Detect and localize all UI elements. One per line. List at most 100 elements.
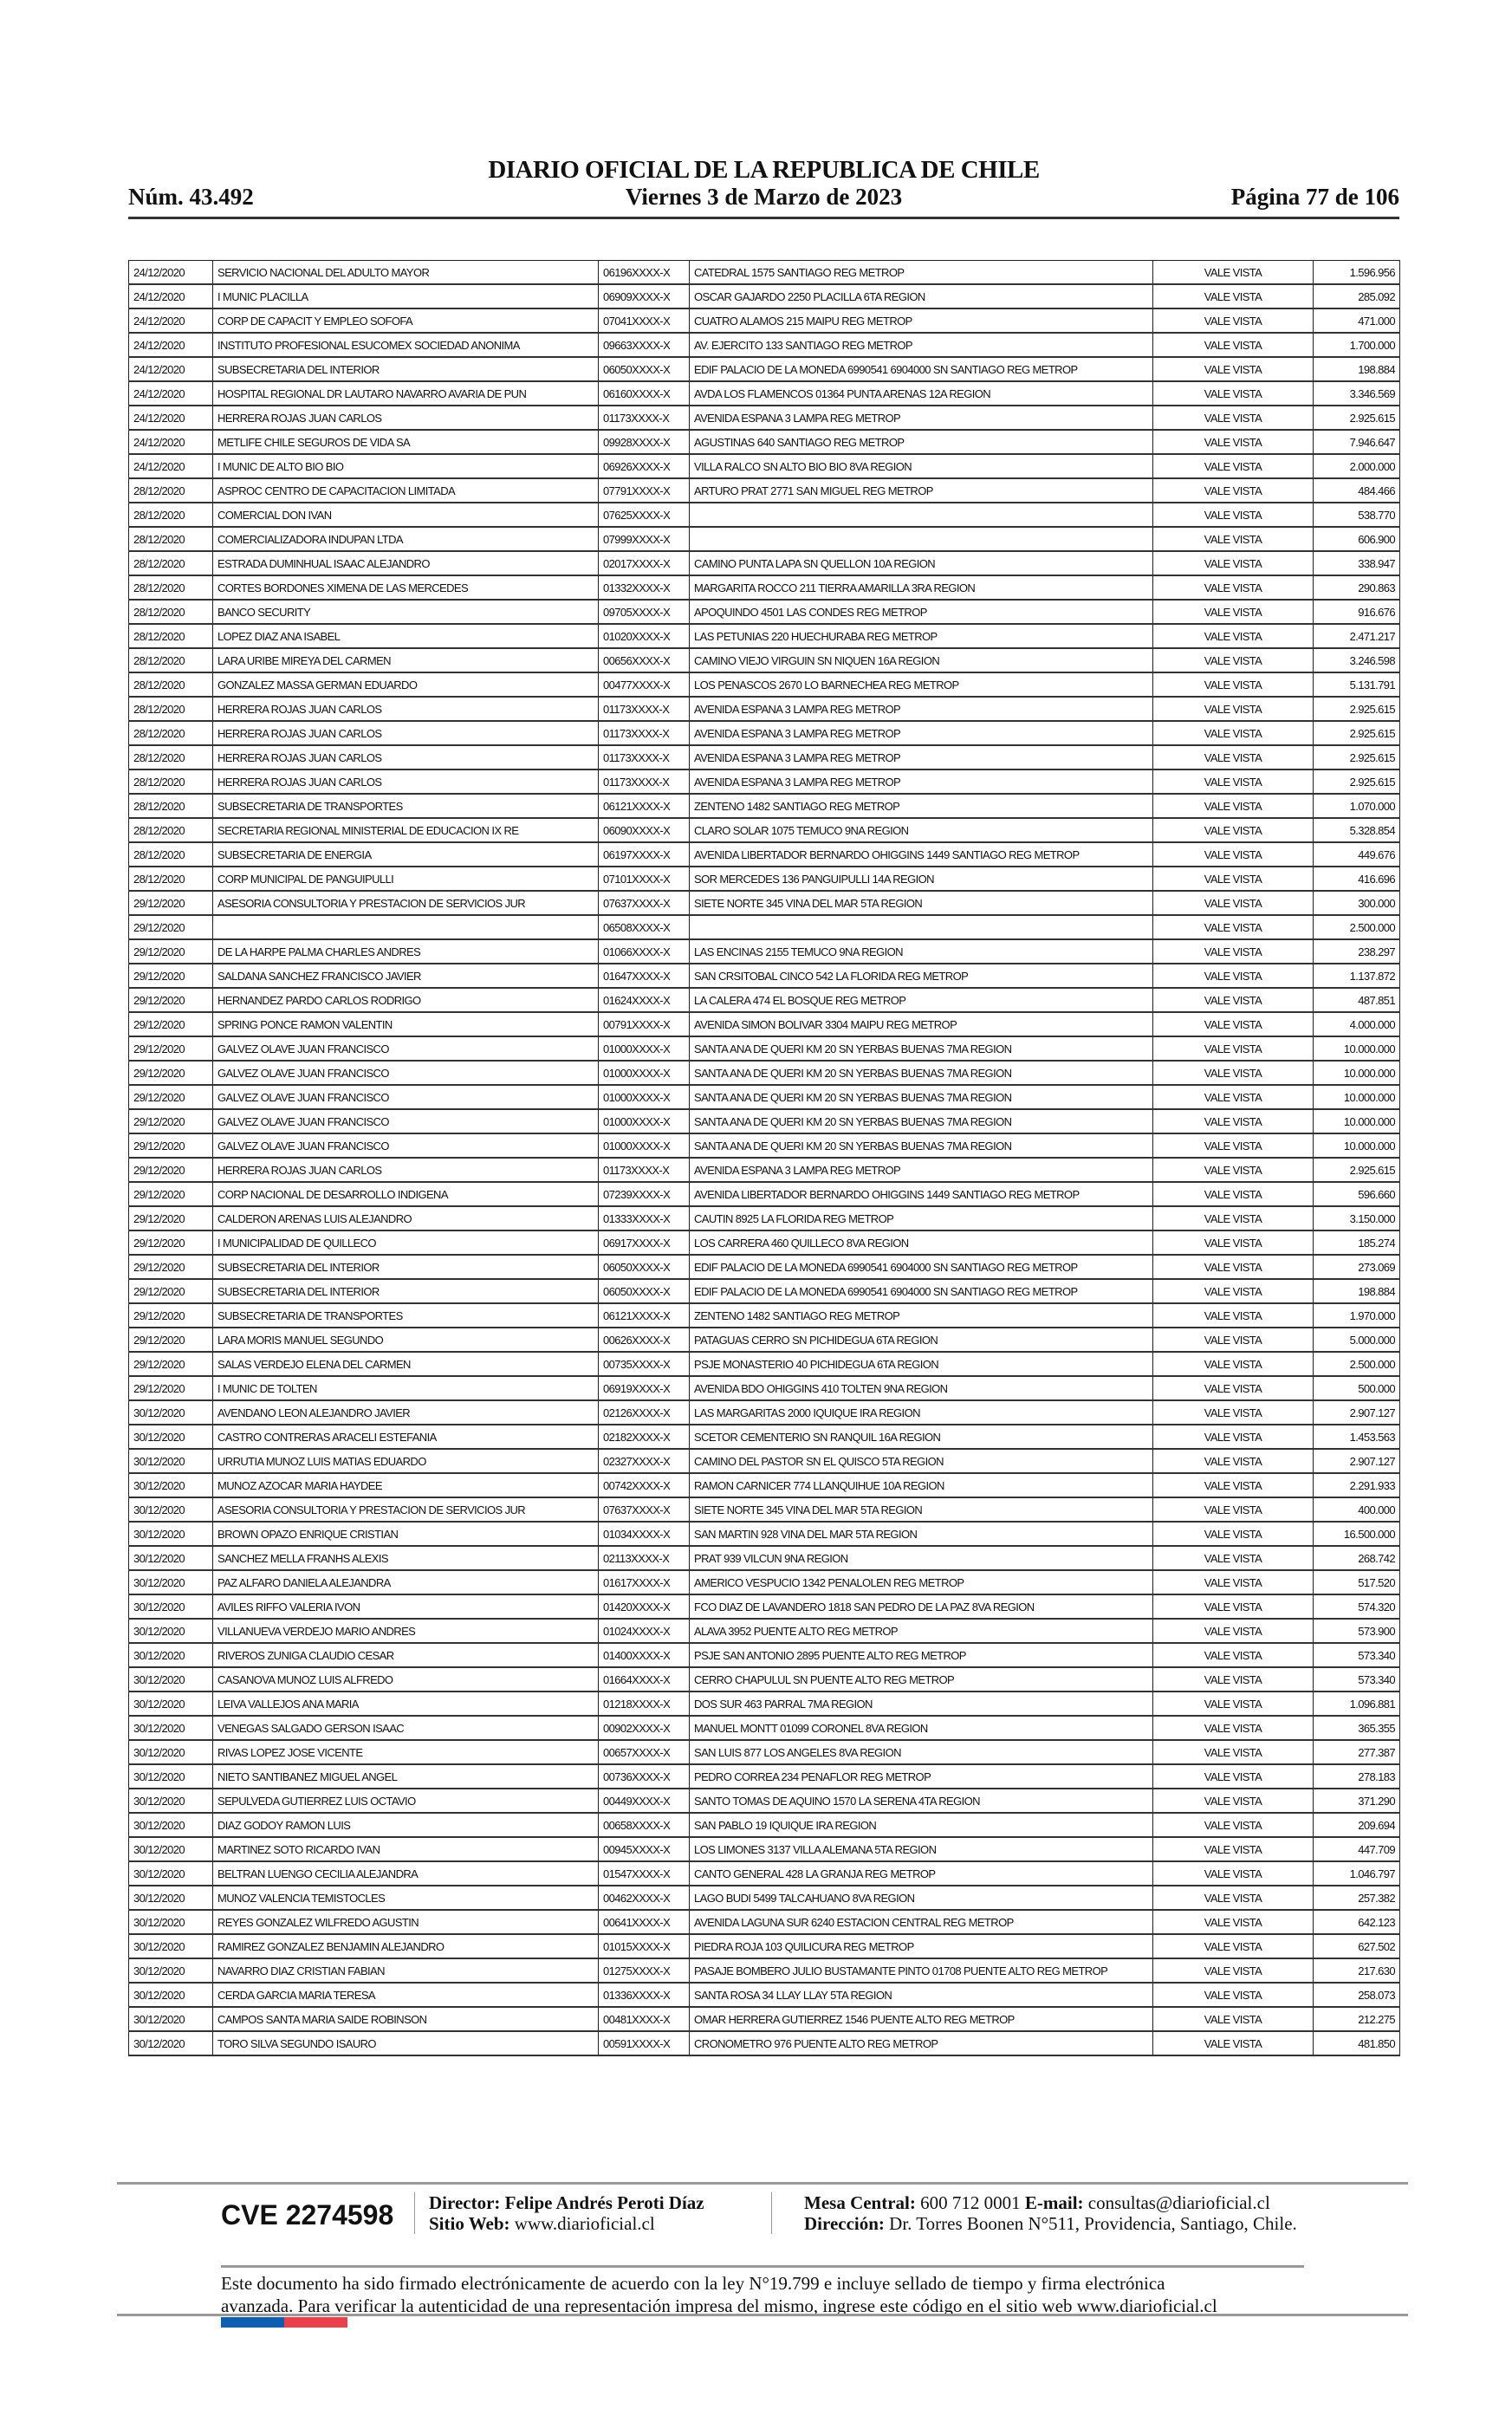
date-cell: 29/12/2020 bbox=[128, 1060, 213, 1086]
rut-cell: 01420XXXX-X bbox=[598, 1594, 690, 1620]
date-cell: 29/12/2020 bbox=[128, 1036, 213, 1062]
rut-cell: 06121XXXX-X bbox=[598, 793, 690, 819]
beneficiary-cell: HERNANDEZ PARDO CARLOS RODRIGO bbox=[212, 987, 599, 1013]
amount-cell: 627.502 bbox=[1313, 1933, 1400, 1959]
rut-cell: 00656XXXX-X bbox=[598, 647, 690, 673]
rut-cell: 06197XXXX-X bbox=[598, 841, 690, 867]
beneficiary-cell: GALVEZ OLAVE JUAN FRANCISCO bbox=[212, 1084, 599, 1110]
beneficiary-cell: SUBSECRETARIA DEL INTERIOR bbox=[212, 1254, 599, 1280]
payment-type-cell: VALE VISTA bbox=[1152, 380, 1314, 406]
beneficiary-cell: CALDERON ARENAS LUIS ALEJANDRO bbox=[212, 1205, 599, 1231]
footer-mid-divider bbox=[221, 2265, 1304, 2268]
rut-cell: 01547XXXX-X bbox=[598, 1860, 690, 1886]
date-cell: 29/12/2020 bbox=[128, 1375, 213, 1401]
address-cell: LAS ENCINAS 2155 TEMUCO 9NA REGION bbox=[689, 938, 1153, 964]
address-cell: APOQUINDO 4501 LAS CONDES REG METROP bbox=[689, 599, 1153, 625]
address-cell: CUATRO ALAMOS 215 MAIPU REG METROP bbox=[689, 308, 1153, 334]
address-cell: AVENIDA ESPANA 3 LAMPA REG METROP bbox=[689, 405, 1153, 431]
table-row: 30/12/2020 BROWN OPAZO ENRIQUE CRISTIAN 01… bbox=[128, 1521, 1400, 1547]
payment-type-cell: VALE VISTA bbox=[1152, 769, 1314, 795]
date-cell: 29/12/2020 bbox=[128, 1084, 213, 1110]
payment-type-cell: VALE VISTA bbox=[1152, 672, 1314, 698]
date-cell: 29/12/2020 bbox=[128, 1011, 213, 1037]
amount-cell: 371.290 bbox=[1313, 1788, 1400, 1814]
beneficiary-cell: HOSPITAL REGIONAL DR LAUTARO NAVARRO AVA… bbox=[212, 380, 599, 406]
amount-cell: 1.046.797 bbox=[1313, 1860, 1400, 1886]
date-cell: 28/12/2020 bbox=[128, 793, 213, 819]
rut-cell: 06909XXXX-X bbox=[598, 283, 690, 309]
table-row: 24/12/2020 HOSPITAL REGIONAL DR LAUTARO N… bbox=[128, 380, 1400, 406]
address-cell: CERRO CHAPULUL SN PUENTE ALTO REG METROP bbox=[689, 1666, 1153, 1692]
beneficiary-cell: INSTITUTO PROFESIONAL ESUCOMEX SOCIEDAD … bbox=[212, 332, 599, 358]
rut-cell: 02017XXXX-X bbox=[598, 550, 690, 576]
amount-cell: 2.925.615 bbox=[1313, 720, 1400, 746]
footer-bottom-divider bbox=[117, 2314, 1408, 2316]
address-cell: PSJE SAN ANTONIO 2895 PUENTE ALTO REG ME… bbox=[689, 1642, 1153, 1668]
amount-cell: 16.500.000 bbox=[1313, 1521, 1400, 1547]
rut-cell: 01647XXXX-X bbox=[598, 963, 690, 989]
address-cell: CLARO SOLAR 1075 TEMUCO 9NA REGION bbox=[689, 817, 1153, 843]
beneficiary-cell: GALVEZ OLAVE JUAN FRANCISCO bbox=[212, 1108, 599, 1134]
payment-type-cell: VALE VISTA bbox=[1152, 405, 1314, 431]
beneficiary-cell: PAZ ALFARO DANIELA ALEJANDRA bbox=[212, 1569, 599, 1595]
payment-type-cell: VALE VISTA bbox=[1152, 1982, 1314, 2008]
address-cell: CANTO GENERAL 428 LA GRANJA REG METROP bbox=[689, 1860, 1153, 1886]
rut-cell: 00945XXXX-X bbox=[598, 1836, 690, 1862]
amount-cell: 217.630 bbox=[1313, 1958, 1400, 1984]
beneficiary-cell: RIVEROS ZUNIGA CLAUDIO CESAR bbox=[212, 1642, 599, 1668]
amount-cell: 10.000.000 bbox=[1313, 1133, 1400, 1159]
address-cell: OMAR HERRERA GUTIERREZ 1546 PUENTE ALTO … bbox=[689, 2006, 1153, 2032]
beneficiary-cell: MUNOZ VALENCIA TEMISTOCLES bbox=[212, 1885, 599, 1911]
beneficiary-cell: LEIVA VALLEJOS ANA MARIA bbox=[212, 1691, 599, 1717]
amount-cell: 447.709 bbox=[1313, 1836, 1400, 1862]
rut-cell: 00477XXXX-X bbox=[598, 672, 690, 698]
web-link[interactable]: www.diarioficial.cl bbox=[514, 2213, 655, 2234]
amount-cell: 471.000 bbox=[1313, 308, 1400, 334]
table-row: 29/12/2020 SPRING PONCE RAMON VALENTIN 007… bbox=[128, 1011, 1400, 1037]
amount-cell: 209.694 bbox=[1313, 1812, 1400, 1838]
beneficiary-cell: I MUNICIPALIDAD DE QUILLECO bbox=[212, 1230, 599, 1256]
payment-type-cell: VALE VISTA bbox=[1152, 283, 1314, 309]
address-cell: ZENTENO 1482 SANTIAGO REG METROP bbox=[689, 1302, 1153, 1328]
table-row: 30/12/2020 VENEGAS SALGADO GERSON ISAAC 00… bbox=[128, 1715, 1400, 1741]
amount-cell: 2.471.217 bbox=[1313, 623, 1400, 649]
table-row: 29/12/2020 DE LA HARPE PALMA CHARLES ANDR… bbox=[128, 938, 1400, 964]
address-cell: CAUTIN 8925 LA FLORIDA REG METROP bbox=[689, 1205, 1153, 1231]
header-divider bbox=[128, 217, 1399, 219]
table-row: 30/12/2020 PAZ ALFARO DANIELA ALEJANDRA 01… bbox=[128, 1569, 1400, 1595]
date-cell: 28/12/2020 bbox=[128, 744, 213, 770]
table-row: 29/12/2020 SUBSECRETARIA DEL INTERIOR 0605… bbox=[128, 1278, 1400, 1304]
payment-type-cell: VALE VISTA bbox=[1152, 477, 1314, 503]
rut-cell: 00641XXXX-X bbox=[598, 1909, 690, 1935]
beneficiary-cell: HERRERA ROJAS JUAN CARLOS bbox=[212, 405, 599, 431]
table-row: 29/12/2020 HERRERA ROJAS JUAN CARLOS 01173… bbox=[128, 1157, 1400, 1183]
legal-notice: Este documento ha sido firmado electróni… bbox=[221, 2272, 1304, 2317]
address-cell: PRAT 939 VILCUN 9NA REGION bbox=[689, 1545, 1153, 1571]
table-row: 28/12/2020 LARA URIBE MIREYA DEL CARMEN 00… bbox=[128, 647, 1400, 673]
address-cell: AVENIDA LIBERTADOR BERNARDO OHIGGINS 144… bbox=[689, 841, 1153, 867]
table-row: 30/12/2020 RAMIREZ GONZALEZ BENJAMIN ALEJ… bbox=[128, 1933, 1400, 1959]
amount-cell: 484.466 bbox=[1313, 477, 1400, 503]
payment-type-cell: VALE VISTA bbox=[1152, 817, 1314, 843]
date-cell: 28/12/2020 bbox=[128, 841, 213, 867]
address-cell: MARGARITA ROCCO 211 TIERRA AMARILLA 3RA … bbox=[689, 575, 1153, 601]
address-cell: EDIF PALACIO DE LA MONEDA 6990541 690400… bbox=[689, 1278, 1153, 1304]
table-row: 28/12/2020 ESTRADA DUMINHUAL ISAAC ALEJAN… bbox=[128, 550, 1400, 576]
table-row: 28/12/2020 SECRETARIA REGIONAL MINISTERIA… bbox=[128, 817, 1400, 843]
beneficiary-cell: CASTRO CONTRERAS ARACELI ESTEFANIA bbox=[212, 1424, 599, 1450]
amount-cell: 3.150.000 bbox=[1313, 1205, 1400, 1231]
email-link[interactable]: consultas@diarioficial.cl bbox=[1087, 2192, 1270, 2213]
payment-type-cell: VALE VISTA bbox=[1152, 1108, 1314, 1134]
beneficiary-cell: ASESORIA CONSULTORIA Y PRESTACION DE SER… bbox=[212, 890, 599, 916]
payment-type-cell: VALE VISTA bbox=[1152, 1642, 1314, 1668]
payment-type-cell: VALE VISTA bbox=[1152, 429, 1314, 455]
amount-cell: 4.000.000 bbox=[1313, 1011, 1400, 1037]
amount-cell: 2.291.933 bbox=[1313, 1472, 1400, 1498]
rut-cell: 09705XXXX-X bbox=[598, 599, 690, 625]
table-row: 24/12/2020 CORP DE CAPACIT Y EMPLEO SOFOF… bbox=[128, 308, 1400, 334]
rut-cell: 01624XXXX-X bbox=[598, 987, 690, 1013]
beneficiary-cell: RAMIREZ GONZALEZ BENJAMIN ALEJANDRO bbox=[212, 1933, 599, 1959]
date-cell: 30/12/2020 bbox=[128, 1715, 213, 1741]
amount-cell: 5.328.854 bbox=[1313, 817, 1400, 843]
footer-separator bbox=[414, 2192, 415, 2234]
